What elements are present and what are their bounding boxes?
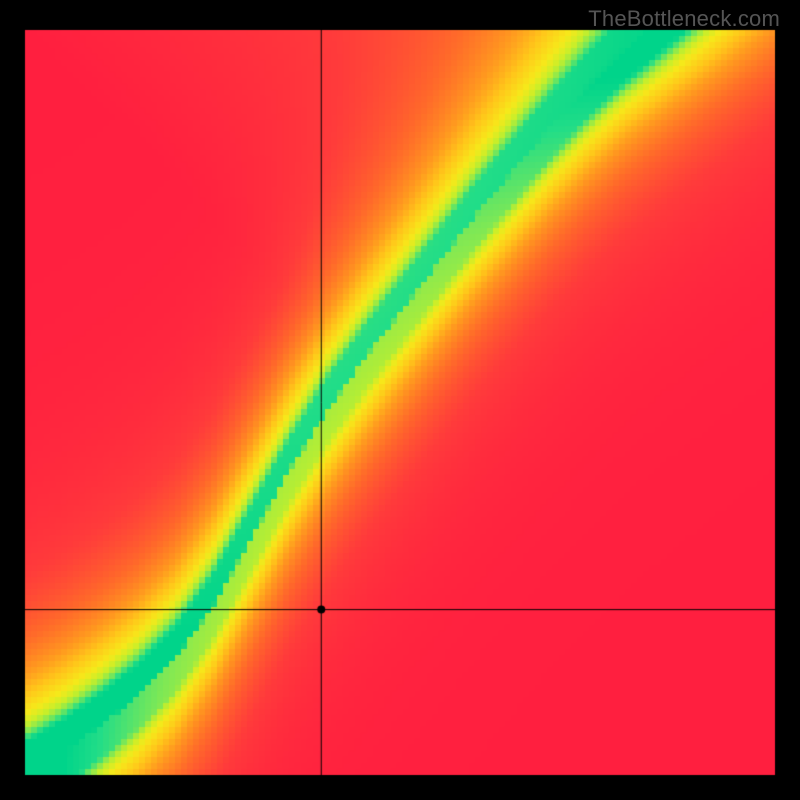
watermark-text: TheBottleneck.com bbox=[588, 6, 780, 32]
chart-container: TheBottleneck.com bbox=[0, 0, 800, 800]
heatmap-canvas bbox=[0, 0, 800, 800]
